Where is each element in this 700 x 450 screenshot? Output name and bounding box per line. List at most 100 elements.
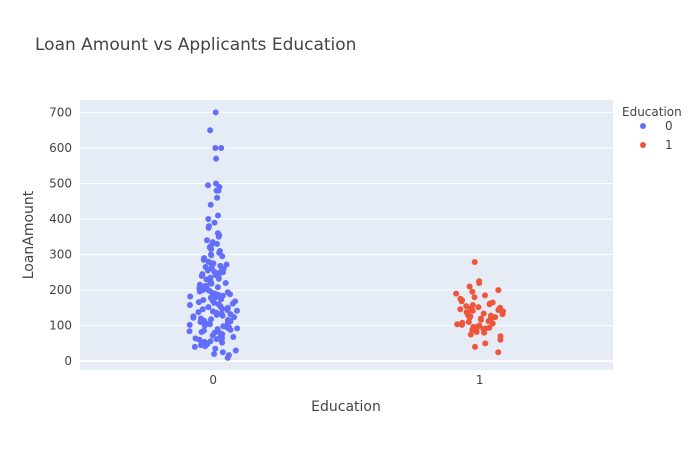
data-point-0[interactable] [229, 300, 236, 307]
data-point-0[interactable] [212, 345, 219, 352]
data-point-0[interactable] [215, 275, 222, 282]
data-point-1[interactable] [459, 321, 465, 328]
data-point-1[interactable] [495, 349, 502, 356]
data-point-0[interactable] [231, 314, 238, 321]
data-point-1[interactable] [475, 323, 481, 330]
data-point-0[interactable] [211, 219, 218, 226]
data-point-1[interactable] [495, 287, 502, 294]
data-point-0[interactable] [209, 332, 216, 339]
data-point-0[interactable] [207, 201, 214, 208]
data-point-1[interactable] [453, 290, 460, 297]
data-point-0[interactable] [186, 328, 193, 335]
data-point-1[interactable] [476, 280, 483, 286]
data-point-1[interactable] [499, 311, 506, 318]
data-point-0[interactable] [186, 302, 193, 308]
data-point-1[interactable] [473, 329, 480, 335]
data-point-0[interactable] [195, 299, 202, 306]
data-point-0[interactable] [207, 127, 214, 134]
data-point-0[interactable] [234, 325, 241, 332]
data-point-1[interactable] [469, 288, 476, 295]
data-point-0[interactable] [186, 321, 193, 328]
data-point-1[interactable] [495, 307, 502, 313]
data-point-1[interactable] [467, 331, 474, 338]
legend-item-1[interactable]: 1 [640, 138, 673, 152]
data-point-0[interactable] [215, 212, 221, 219]
data-point-0[interactable] [214, 194, 221, 201]
data-point-0[interactable] [224, 354, 231, 361]
data-point-0[interactable] [197, 319, 204, 325]
x-tick-label: 0 [209, 373, 217, 387]
y-tick-label: 100 [49, 319, 72, 333]
data-point-1[interactable] [466, 283, 473, 290]
data-point-1[interactable] [497, 336, 504, 343]
data-point-0[interactable] [205, 216, 212, 222]
data-point-0[interactable] [198, 329, 205, 335]
data-point-0[interactable] [190, 314, 197, 321]
data-point-0[interactable] [195, 309, 202, 316]
data-point-0[interactable] [219, 305, 226, 312]
data-point-1[interactable] [472, 343, 478, 350]
data-point-0[interactable] [215, 233, 222, 240]
data-point-1[interactable] [471, 259, 478, 265]
data-point-0[interactable] [201, 322, 208, 329]
data-point-1[interactable] [457, 306, 464, 313]
data-point-0[interactable] [198, 272, 205, 279]
legend[interactable]: Education 0 1 [622, 105, 682, 152]
data-point-0[interactable] [227, 326, 234, 333]
data-point-0[interactable] [200, 256, 207, 263]
data-point-1[interactable] [475, 304, 482, 311]
data-point-0[interactable] [223, 261, 230, 268]
data-point-0[interactable] [204, 237, 210, 244]
data-point-0[interactable] [205, 224, 212, 231]
legend-item-0[interactable]: 0 [640, 119, 673, 133]
data-point-0[interactable] [208, 252, 215, 259]
data-point-0[interactable] [227, 291, 233, 298]
data-point-0[interactable] [211, 351, 218, 357]
data-point-0[interactable] [206, 321, 213, 328]
data-point-0[interactable] [212, 145, 219, 151]
data-point-1[interactable] [458, 298, 465, 305]
data-point-0[interactable] [202, 343, 209, 350]
data-point-0[interactable] [214, 240, 220, 247]
data-point-0[interactable] [218, 296, 225, 303]
data-point-0[interactable] [196, 336, 203, 343]
data-point-0[interactable] [232, 347, 239, 354]
data-point-0[interactable] [208, 280, 215, 287]
data-point-0[interactable] [215, 187, 222, 194]
data-point-1[interactable] [469, 307, 476, 314]
data-point-0[interactable] [234, 307, 240, 314]
data-point-0[interactable] [224, 307, 231, 313]
data-point-0[interactable] [219, 312, 226, 319]
data-point-0[interactable] [219, 349, 226, 356]
data-point-0[interactable] [219, 339, 226, 346]
data-point-0[interactable] [214, 284, 221, 291]
data-point-0[interactable] [187, 293, 194, 300]
data-point-1[interactable] [478, 316, 484, 323]
data-point-0[interactable] [191, 343, 198, 350]
data-point-0[interactable] [222, 280, 229, 286]
data-point-1[interactable] [489, 320, 496, 327]
legend-title: Education [622, 105, 682, 119]
data-point-0[interactable] [213, 311, 220, 318]
data-point-0[interactable] [204, 267, 211, 274]
data-point-1[interactable] [463, 303, 470, 310]
data-point-1[interactable] [465, 319, 472, 325]
data-point-0[interactable] [213, 155, 220, 162]
data-point-1[interactable] [480, 310, 487, 317]
data-point-0[interactable] [212, 109, 219, 116]
data-point-0[interactable] [230, 334, 237, 340]
data-point-0[interactable] [205, 304, 212, 311]
data-point-0[interactable] [219, 253, 226, 260]
data-point-0[interactable] [213, 336, 220, 343]
data-point-0[interactable] [208, 246, 215, 253]
data-point-0[interactable] [196, 288, 203, 295]
data-point-1[interactable] [486, 301, 493, 308]
data-point-0[interactable] [205, 182, 211, 189]
data-point-0[interactable] [218, 145, 225, 151]
data-point-0[interactable] [199, 306, 206, 313]
data-point-1[interactable] [481, 329, 488, 336]
data-point-1[interactable] [471, 294, 478, 301]
data-point-1[interactable] [482, 292, 488, 299]
data-point-1[interactable] [454, 321, 461, 328]
data-point-1[interactable] [482, 340, 489, 347]
